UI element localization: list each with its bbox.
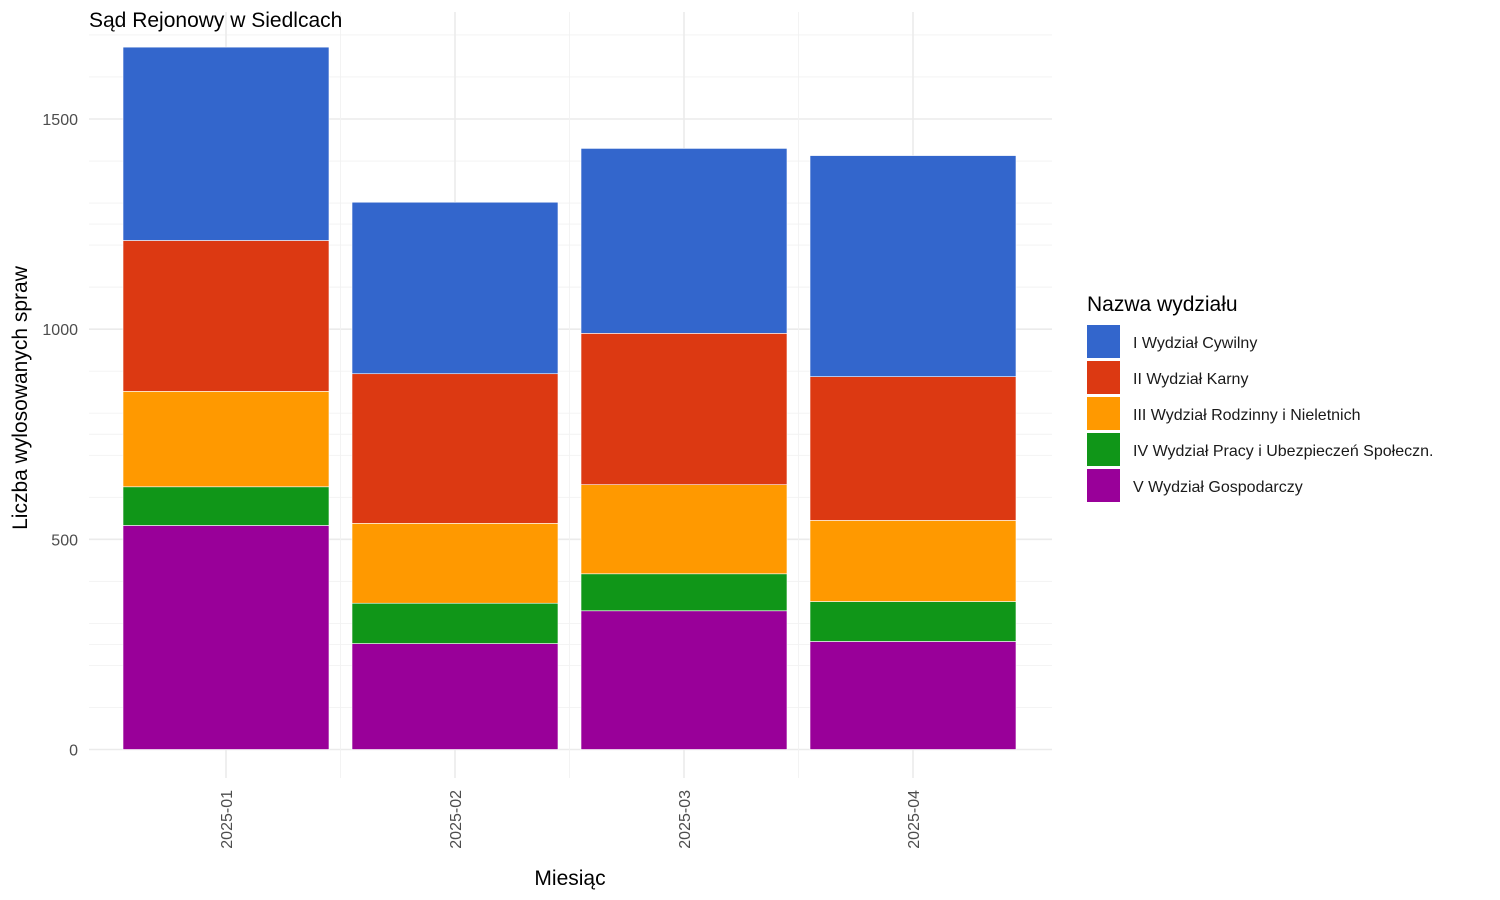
x-tick-label: 2025-04 [906, 790, 923, 849]
legend-label: IV Wydział Pracy i Ubezpieczeń Społeczn. [1133, 443, 1433, 460]
x-axis-ticks: 2025-01 2025-02 2025-03 2025-04 [219, 790, 923, 849]
bar-segment [809, 601, 1017, 642]
x-tick-label: 2025-01 [219, 790, 236, 849]
bar-segment [580, 610, 788, 750]
x-axis-title: Miesiąc [534, 867, 605, 890]
legend-label: V Wydział Gospodarczy [1133, 479, 1303, 496]
bar-segment [809, 520, 1017, 602]
bar-segment [122, 240, 330, 392]
legend-label: II Wydział Karny [1133, 371, 1248, 388]
legend-title: Nazwa wydziału [1087, 293, 1238, 316]
bar-segment [580, 148, 788, 334]
legend-items: I Wydział Cywilny II Wydział Karny III Wyd… [1087, 325, 1433, 502]
bar-segment [351, 523, 559, 604]
legend-label: I Wydział Cywilny [1133, 335, 1257, 352]
bar-segment [809, 155, 1017, 377]
x-tick-label: 2025-02 [448, 790, 465, 849]
chart-title: Sąd Rejonowy w Siedlcach [89, 9, 342, 32]
bar-segment [351, 602, 559, 644]
bar-segment [351, 643, 559, 750]
bars [122, 46, 1017, 750]
legend-label: III Wydział Rodzinny i Nieletnich [1133, 407, 1361, 424]
y-tick-label: 0 [69, 743, 78, 760]
bar-segment [580, 333, 788, 485]
legend-swatch [1087, 433, 1120, 466]
bar-segment [122, 525, 330, 750]
legend: Nazwa wydziału I Wydział Cywilny II Wydzi… [1087, 293, 1433, 502]
y-tick-label: 1500 [42, 112, 78, 129]
y-tick-label: 500 [51, 532, 78, 549]
legend-swatch [1087, 325, 1120, 358]
legend-swatch [1087, 361, 1120, 394]
x-tick-label: 2025-03 [677, 790, 694, 849]
bar-segment [351, 373, 559, 524]
bar-segment [809, 641, 1017, 750]
y-axis-title: Liczba wylosowanych spraw [9, 265, 32, 530]
bar-segment [351, 201, 559, 375]
bar-segment [580, 573, 788, 612]
bar-segment [122, 486, 330, 526]
y-tick-label: 1000 [42, 322, 78, 339]
legend-swatch [1087, 469, 1120, 502]
bar-segment [122, 391, 330, 488]
legend-swatch [1087, 397, 1120, 430]
y-axis-ticks: 0 500 1000 1500 [42, 112, 78, 760]
bar-segment [809, 376, 1017, 521]
bar-segment [122, 46, 330, 241]
bar-segment [580, 484, 788, 575]
